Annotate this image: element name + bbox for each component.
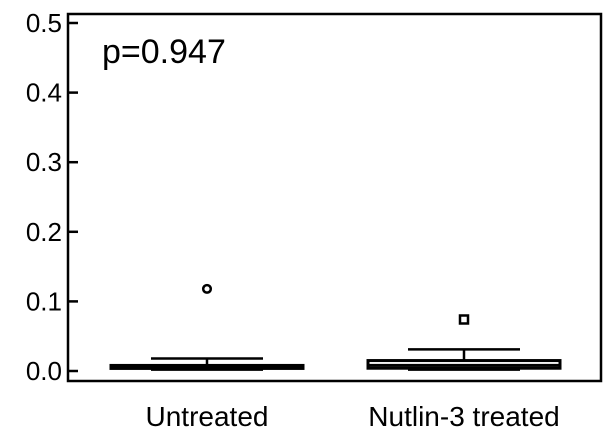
box-nutlin-3-treated xyxy=(366,314,562,371)
y-tick-label: 0.0 xyxy=(26,356,62,386)
y-tick-label: 0.5 xyxy=(26,8,62,38)
box-untreated xyxy=(109,283,305,371)
box-series xyxy=(109,283,562,371)
y-tick-label: 0.4 xyxy=(26,78,62,108)
outlier-point xyxy=(201,283,213,294)
y-tick-label: 0.1 xyxy=(26,286,62,316)
plot-frame xyxy=(66,12,603,383)
y-tick-label: 0.2 xyxy=(26,217,62,247)
p-value-annotation: p=0.947 xyxy=(102,33,226,71)
outlier-point xyxy=(458,314,470,325)
y-tick-label: 0.3 xyxy=(26,147,62,177)
x-category-label: Untreated xyxy=(146,401,269,432)
x-category-label: Nutlin-3 treated xyxy=(368,401,559,432)
y-axis: 0.0 0.1 0.2 0.3 0.4 0.5 xyxy=(26,8,78,386)
x-axis-labels: Untreated Nutlin-3 treated xyxy=(146,401,560,432)
